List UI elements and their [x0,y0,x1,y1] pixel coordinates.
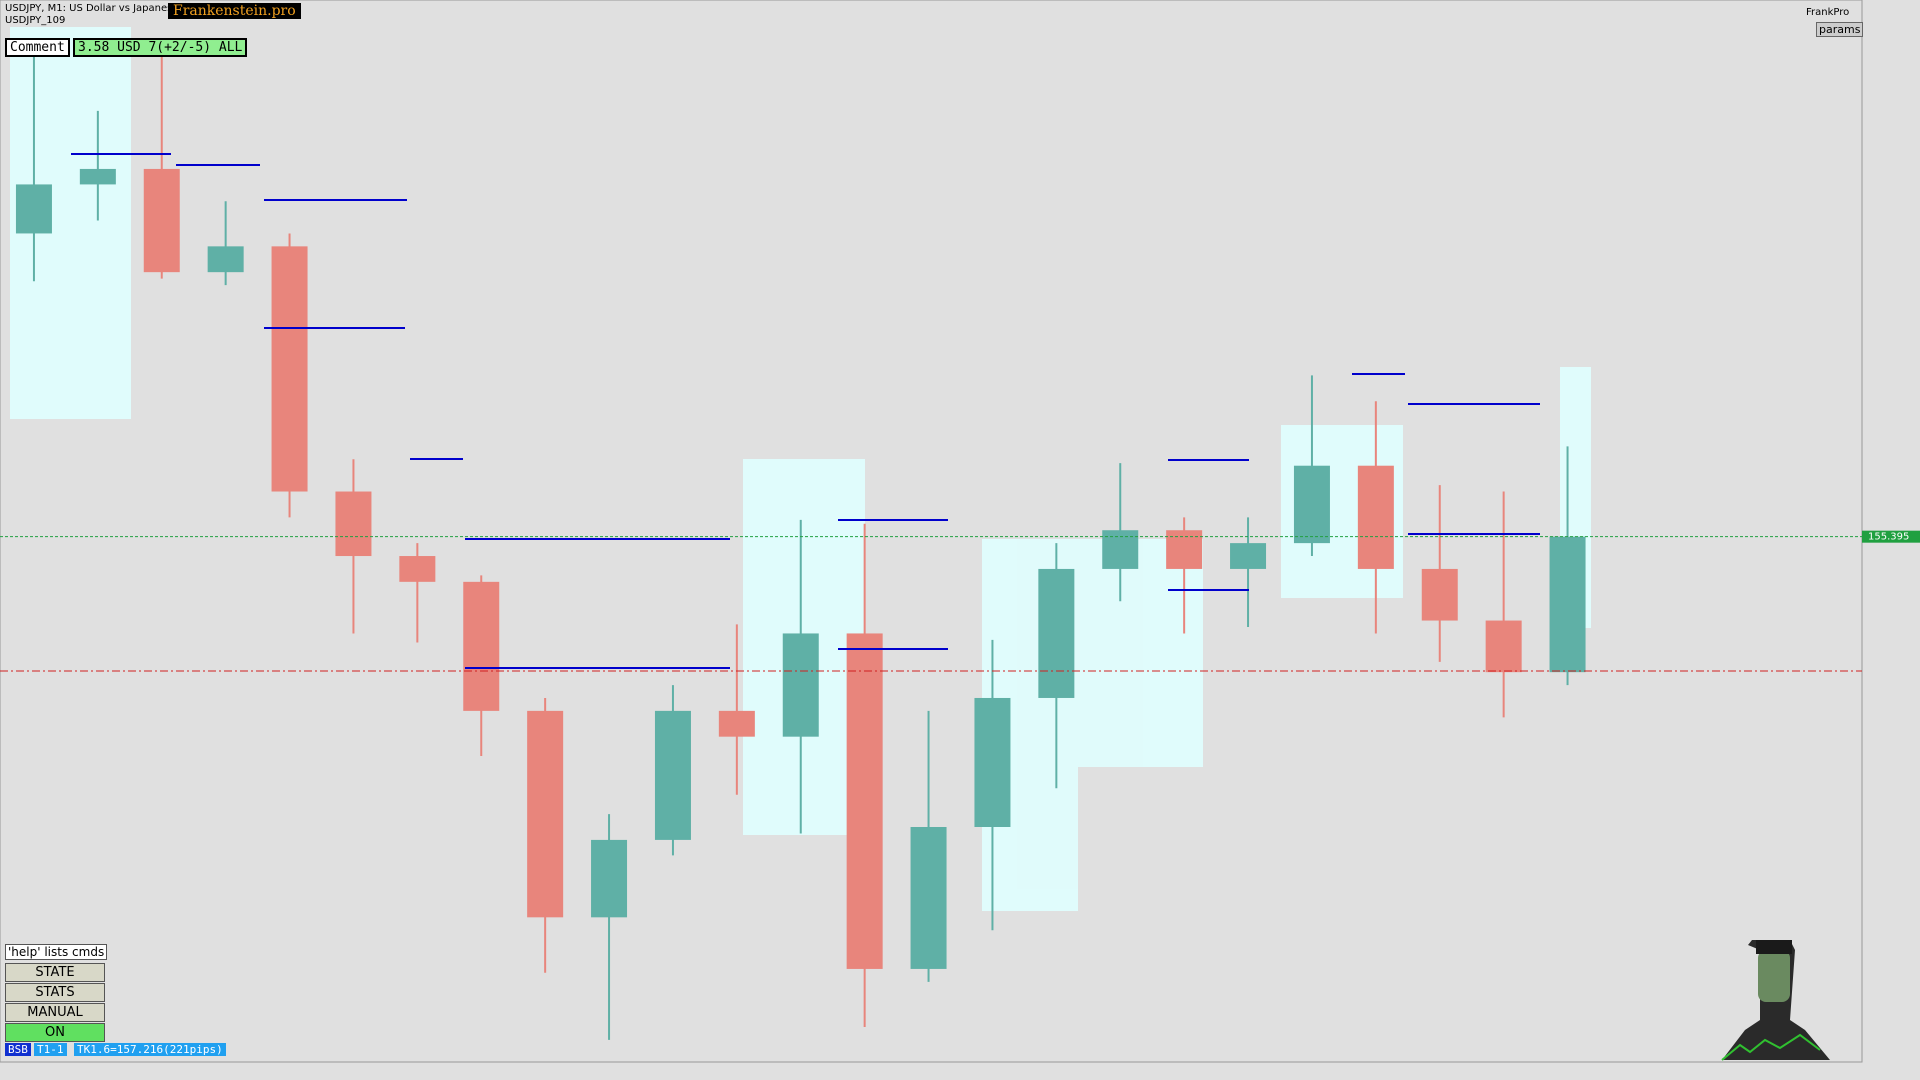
symbol: USDJPY, M1: US Dollar vs Japanese [5,3,179,14]
candle-body [15,184,52,234]
status-tag: BSB [5,1043,31,1056]
stats-box: 3.58 USD 7(+2/-5) ALL [73,38,248,57]
candle-body [1549,536,1586,673]
candle-body [207,246,244,273]
brand: Frankenstein.pro [168,3,301,19]
status-tag: TK1.6=157.216(221pips) [74,1043,226,1056]
candle-body [1166,530,1203,569]
candle-body [591,839,628,918]
mascot [1721,940,1830,1061]
candle-body [654,710,691,840]
candle-body [399,556,436,582]
candle-body [974,697,1011,827]
state-button[interactable]: STATE [5,963,105,982]
current-price-tag [1862,530,1920,543]
candle-body [910,827,947,969]
params-button[interactable]: params [1816,22,1864,37]
candle-body [846,633,883,969]
candle-body [718,710,755,737]
candle-body [527,710,564,918]
status-tag: T1-1 [34,1043,67,1056]
on-button[interactable]: ON [5,1023,105,1042]
top-right-label: FrankPro [1806,7,1850,18]
help-hint: 'help' lists cmds [5,944,108,960]
candle-body [1293,465,1330,544]
candle-body [1230,543,1267,569]
zone [1078,539,1203,767]
candle-body [335,491,372,557]
candle-body [782,633,819,737]
account: USDJPY_109 [5,15,66,26]
candle-body [1357,465,1394,569]
candle-body [1102,530,1139,569]
manual-button[interactable]: MANUAL [5,1003,105,1022]
candle-body [1038,568,1075,698]
comment: Comment [5,38,70,57]
candle-body [143,168,180,273]
stats-button[interactable]: STATS [5,983,105,1002]
candle-body [79,168,116,185]
candle-body [1485,620,1522,673]
current-price: 155.395 [0,530,1920,543]
candles [15,48,1586,1040]
levels [71,153,1540,669]
candle-body [1421,568,1458,621]
current-price-label: 155.395 [1868,532,1909,543]
candle-body [463,581,500,711]
candle-body [271,246,308,492]
